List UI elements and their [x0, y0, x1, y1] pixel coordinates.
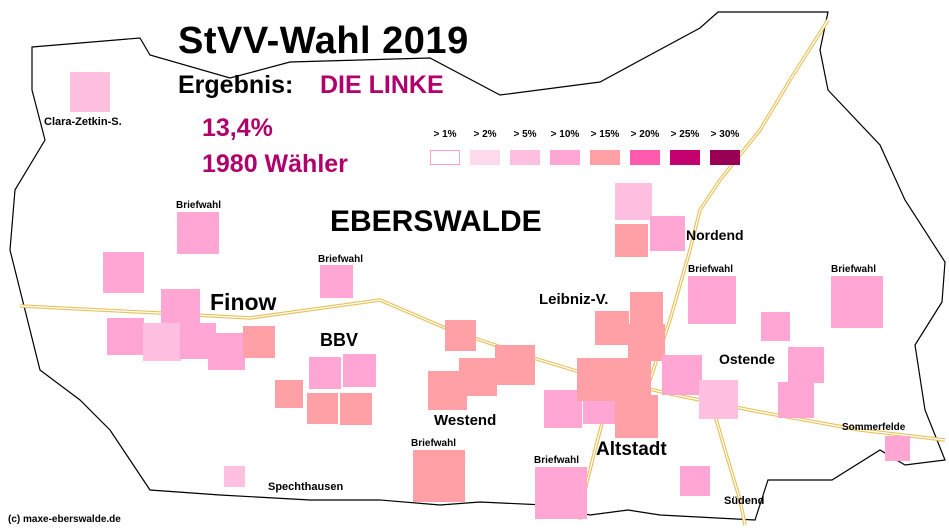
railway-north: [648, 19, 830, 381]
district-label: Nordend: [686, 227, 744, 243]
district-label: Spechthausen: [268, 481, 343, 493]
railway-lines: [19, 19, 946, 526]
railway-lines-inner: [19, 19, 946, 526]
city-name: EBERSWALDE: [330, 205, 542, 238]
result-label: Ergebnis:: [178, 71, 294, 99]
briefwahl-label: Briefwahl: [411, 438, 456, 449]
precinct-square: [103, 252, 144, 293]
legend-swatch: [510, 150, 540, 165]
briefwahl-label: Briefwahl: [176, 200, 221, 211]
precinct-square: [885, 436, 910, 461]
legend-label: > 10%: [550, 129, 580, 140]
precinct-square: [688, 276, 736, 324]
precinct-square: [243, 326, 275, 358]
legend-swatch: [630, 150, 660, 165]
precinct-square: [413, 450, 465, 502]
legend-label: > 25%: [670, 129, 700, 140]
briefwahl-label: Briefwahl: [318, 254, 363, 265]
precinct-square: [320, 265, 353, 298]
legend-swatch: [430, 150, 460, 165]
precinct-square: [615, 224, 648, 257]
precinct-square: [208, 333, 245, 370]
precinct-square: [428, 371, 467, 410]
legend-label: > 20%: [630, 129, 660, 140]
legend-swatch: [670, 150, 700, 165]
precinct-square: [544, 390, 582, 428]
precinct-square: [495, 345, 535, 385]
precinct-square: [340, 393, 372, 425]
precinct-square: [662, 355, 702, 395]
precinct-square: [307, 393, 338, 424]
precinct-square: [161, 289, 200, 328]
result-voters: 1980 Wähler: [202, 150, 348, 178]
precinct-square: [831, 276, 883, 328]
precinct-square: [788, 347, 824, 383]
precinct-square: [778, 382, 814, 418]
legend-swatch: [470, 150, 500, 165]
legend-label: > 2%: [473, 129, 497, 140]
legend-swatch: [710, 150, 740, 165]
precinct-square: [70, 72, 110, 112]
district-label: Westend: [434, 412, 496, 429]
briefwahl-label: Briefwahl: [831, 264, 876, 275]
district-label: BBV: [320, 330, 358, 350]
precinct-square: [615, 183, 652, 220]
precinct-squares: [70, 72, 910, 519]
precinct-square: [630, 292, 663, 325]
precinct-square: [107, 318, 144, 355]
map-labels: Clara-Zetkin-S. Finow BBV Westend Leibniz-V.…: [44, 116, 906, 507]
district-label: Clara-Zetkin-S.: [44, 116, 122, 128]
precinct-square: [761, 312, 790, 341]
district-label: Leibniz-V.: [539, 291, 608, 308]
briefwahl-label: Briefwahl: [534, 455, 579, 466]
party-name: DIE LINKE: [320, 71, 444, 99]
precinct-square: [224, 466, 245, 487]
precinct-square: [699, 380, 738, 419]
precinct-square: [535, 467, 587, 519]
precinct-square: [309, 357, 341, 389]
briefwahl-label: Briefwahl: [688, 264, 733, 275]
legend-swatch: [550, 150, 580, 165]
district-label: Südend: [724, 495, 764, 507]
legend-label: > 5%: [513, 129, 537, 140]
copyright: (c) maxe-eberswalde.de: [8, 514, 121, 525]
district-label: Finow: [210, 289, 277, 315]
precinct-square: [595, 311, 629, 345]
precinct-square: [343, 354, 376, 387]
legend-label: > 15%: [590, 129, 620, 140]
precinct-square: [650, 216, 685, 251]
precinct-square: [143, 323, 181, 361]
result-percentage: 13,4%: [202, 114, 273, 142]
legend-label: > 1%: [433, 129, 457, 140]
precinct-square: [445, 320, 476, 351]
precinct-square: [275, 380, 303, 408]
precinct-square: [177, 212, 219, 254]
precinct-square: [615, 395, 658, 438]
legend-label: > 30%: [710, 129, 740, 140]
page-title: StVV-Wahl 2019: [178, 20, 469, 62]
legend-swatch: [590, 150, 620, 165]
district-label: Sommerfelde: [842, 422, 906, 433]
district-label: Altstadt: [596, 439, 667, 460]
precinct-square: [680, 466, 710, 496]
district-label: Ostende: [719, 351, 775, 367]
precinct-square: [628, 324, 665, 361]
city-boundary: [9, 11, 946, 521]
precinct-square: [609, 358, 651, 400]
